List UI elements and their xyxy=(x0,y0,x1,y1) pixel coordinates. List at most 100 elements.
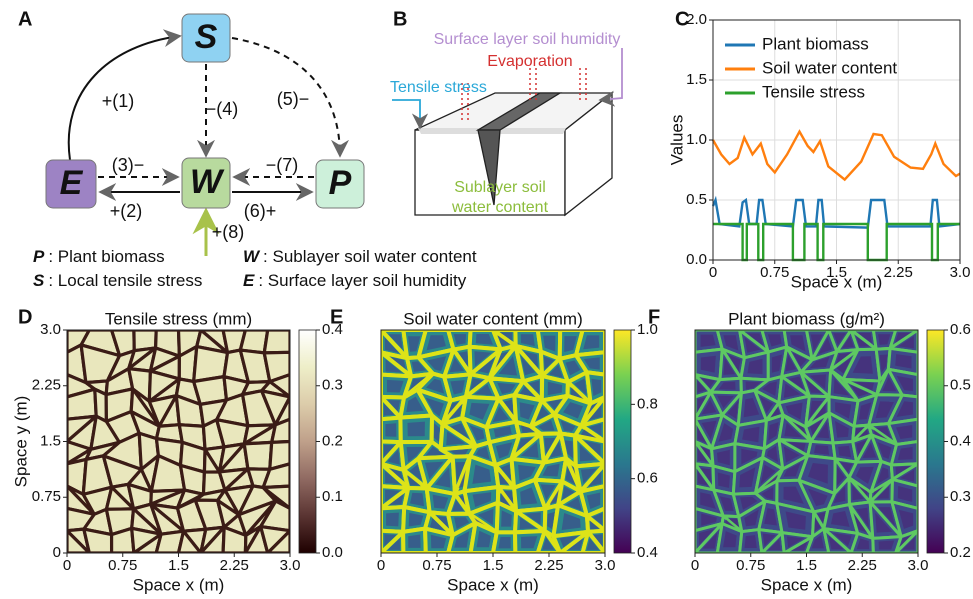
heatmap-cell-core xyxy=(862,442,877,458)
tensile-arrow xyxy=(392,99,429,130)
heatmap-cell-core xyxy=(858,402,872,420)
heatmap-cell-core xyxy=(832,532,852,547)
heatmap-cell-core xyxy=(565,466,576,486)
heatmap-cell-core xyxy=(700,355,716,373)
heatmap-cell-core xyxy=(742,426,760,443)
heatmap-cell-core xyxy=(697,396,707,412)
heatmap-cell-core xyxy=(877,442,892,459)
heatmap-cell-core xyxy=(477,357,495,374)
legend-text: : Local tensile stress xyxy=(48,271,202,290)
heatmap-cell-core xyxy=(853,381,874,391)
heatmap-cell-core xyxy=(520,425,535,433)
heatmap-cell-core xyxy=(588,423,602,436)
heatmap-cell-core xyxy=(895,332,911,343)
heatmap-cell-core xyxy=(771,354,783,373)
heatmap-cell-core xyxy=(876,467,889,485)
heatmap-cell-core xyxy=(493,426,512,438)
panel-letter: F xyxy=(648,306,660,328)
heatmap-cell-core xyxy=(716,449,730,466)
line-series xyxy=(713,222,960,262)
heatmap-cell-core xyxy=(898,509,914,529)
heatmap-cell-core xyxy=(882,376,897,392)
heatmap-cell-core xyxy=(902,537,915,550)
heatmap-cell-core xyxy=(842,336,854,349)
heatmap-cell-core xyxy=(426,356,447,372)
legend-symbol: E xyxy=(243,271,255,290)
heatmap-cell-core xyxy=(761,487,774,500)
heatmap-cell-core xyxy=(542,463,560,477)
heatmap-cell-core xyxy=(426,335,446,351)
heatmap-cell-core xyxy=(807,488,828,506)
heatmap-cell-core xyxy=(458,467,467,488)
heatmap-cell-core xyxy=(449,357,465,373)
heatmap-cell-core xyxy=(833,486,846,504)
y-tick-label: 0.75 xyxy=(32,488,61,505)
heatmap-cell-core xyxy=(741,448,758,465)
heatmap-cell-core xyxy=(548,364,563,378)
heatmap-cell-core xyxy=(817,512,826,524)
edge-label: (3)− xyxy=(112,155,145,175)
heatmap-cell-core xyxy=(446,431,466,446)
heatmap-title: Soil water content (mm) xyxy=(403,309,583,328)
panel-letter: E xyxy=(330,306,343,328)
colorbar xyxy=(613,329,632,554)
heatmap-cell-core xyxy=(878,334,891,345)
heatmap-cell-core xyxy=(387,449,400,465)
heatmap-cell-core xyxy=(701,399,717,415)
heatmap-cell xyxy=(266,529,290,553)
node-label: P xyxy=(329,164,352,202)
heatmap-cell-core xyxy=(432,494,449,509)
heatmap-cell-core xyxy=(833,333,846,346)
heatmap-cell-core xyxy=(430,534,447,549)
heatmap-cell-core xyxy=(472,464,491,484)
heatmap-cell-core xyxy=(875,426,892,439)
heatmap-cell-core xyxy=(386,512,399,527)
heatmap-cell xyxy=(221,525,248,553)
heatmap-cell-core xyxy=(785,402,803,420)
heatmap-cell-core xyxy=(563,402,583,419)
heatmap-image xyxy=(67,330,290,553)
heatmap-cell-core xyxy=(408,512,424,527)
heatmap-cell-core xyxy=(768,422,779,441)
heatmap-cell xyxy=(262,350,290,384)
heatmap-cell-core xyxy=(875,512,893,533)
heatmap-cell-core xyxy=(580,429,597,439)
heatmap-cell-core xyxy=(475,334,493,345)
panel-letter: A xyxy=(18,8,32,30)
heatmap-cell-core xyxy=(717,395,734,409)
heatmap-cell-core xyxy=(387,538,400,550)
heatmap-cell-core xyxy=(701,377,715,388)
legend-symbol: W xyxy=(243,247,261,266)
heatmap-cell-core xyxy=(723,531,737,548)
heatmap-cell-core xyxy=(384,534,397,547)
soil-block xyxy=(414,91,614,217)
x-axis-label: Space x (m) xyxy=(447,575,539,594)
colorbar-tick-label: 0.4 xyxy=(637,544,658,561)
legend-entry: W: Sublayer soil water content xyxy=(243,247,477,266)
heatmap-cell-core xyxy=(425,397,444,417)
heatmap-cell-core xyxy=(897,485,913,502)
heatmap-cell-core xyxy=(388,334,403,350)
tensile-label: Tensile stress xyxy=(390,79,487,96)
node-box xyxy=(315,159,365,209)
heatmap-cell-core xyxy=(840,462,853,473)
heatmap-cell-core xyxy=(560,420,576,432)
x-tick-label: 2.25 xyxy=(534,557,563,574)
heatmap-cell-core xyxy=(383,403,395,416)
heatmap-cell-core xyxy=(452,500,464,512)
heatmap-cell-core xyxy=(408,336,421,352)
y-tick-label: 0.5 xyxy=(686,191,707,208)
heatmap-cell-core xyxy=(806,379,822,393)
heatmap-cell-core xyxy=(455,462,466,483)
heatmap-cell-core xyxy=(835,402,852,419)
heatmap-cell-core xyxy=(458,351,468,367)
heatmap-cell-core xyxy=(784,422,802,438)
heatmap-cell-core xyxy=(547,381,563,396)
colorbar xyxy=(926,329,945,554)
diagram-a-arrows xyxy=(67,29,349,256)
heatmap-cell-core xyxy=(873,429,889,441)
heatmap-cell-core xyxy=(559,535,579,548)
heatmap-cell xyxy=(262,330,290,355)
